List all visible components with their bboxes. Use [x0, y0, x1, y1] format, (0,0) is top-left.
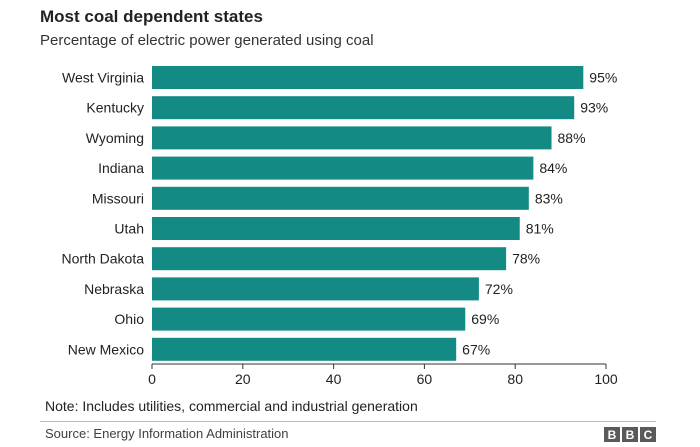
value-label: 72% [485, 281, 513, 297]
x-tick-label: 40 [326, 371, 342, 387]
bar [152, 277, 479, 301]
category-label: Wyoming [86, 130, 144, 146]
category-label: North Dakota [62, 251, 145, 267]
value-label: 88% [558, 130, 586, 146]
chart-note: Note: Includes utilities, commercial and… [45, 398, 418, 414]
value-label: 67% [462, 341, 490, 357]
bar [152, 66, 584, 89]
bbc-logo-letter-3: C [640, 427, 656, 442]
footer-divider [40, 421, 656, 422]
bar [152, 156, 534, 180]
bbc-logo: B B C [604, 427, 656, 442]
bbc-logo-letter-2: B [622, 427, 638, 442]
x-tick-label: 80 [507, 371, 523, 387]
bar [152, 186, 529, 210]
category-label: Kentucky [86, 100, 144, 116]
category-label: Utah [114, 221, 144, 237]
value-label: 93% [580, 100, 608, 116]
value-label: 81% [526, 221, 554, 237]
bar [152, 247, 507, 271]
value-label: 69% [471, 311, 499, 327]
category-label: Nebraska [84, 281, 144, 297]
category-label: Missouri [92, 190, 144, 206]
x-tick-label: 60 [417, 371, 433, 387]
category-label: Ohio [114, 311, 144, 327]
chart-source: Source: Energy Information Administratio… [45, 426, 289, 441]
bbc-logo-letter-1: B [604, 427, 620, 442]
x-tick-label: 20 [235, 371, 251, 387]
x-tick-label: 0 [148, 371, 156, 387]
chart-title: Most coal dependent states [40, 7, 263, 26]
bar [152, 217, 520, 240]
bar [152, 126, 552, 150]
bar [152, 96, 575, 120]
value-label: 84% [539, 160, 567, 176]
bar [152, 307, 466, 331]
value-label: 83% [535, 190, 563, 206]
value-label: 78% [512, 251, 540, 267]
value-label: 95% [589, 70, 617, 86]
bar [152, 337, 457, 361]
x-tick-label: 100 [594, 371, 618, 387]
chart-subtitle: Percentage of electric power generated u… [40, 32, 374, 49]
category-label: West Virginia [62, 70, 144, 86]
category-label: New Mexico [68, 341, 144, 357]
category-label: Indiana [98, 160, 144, 176]
